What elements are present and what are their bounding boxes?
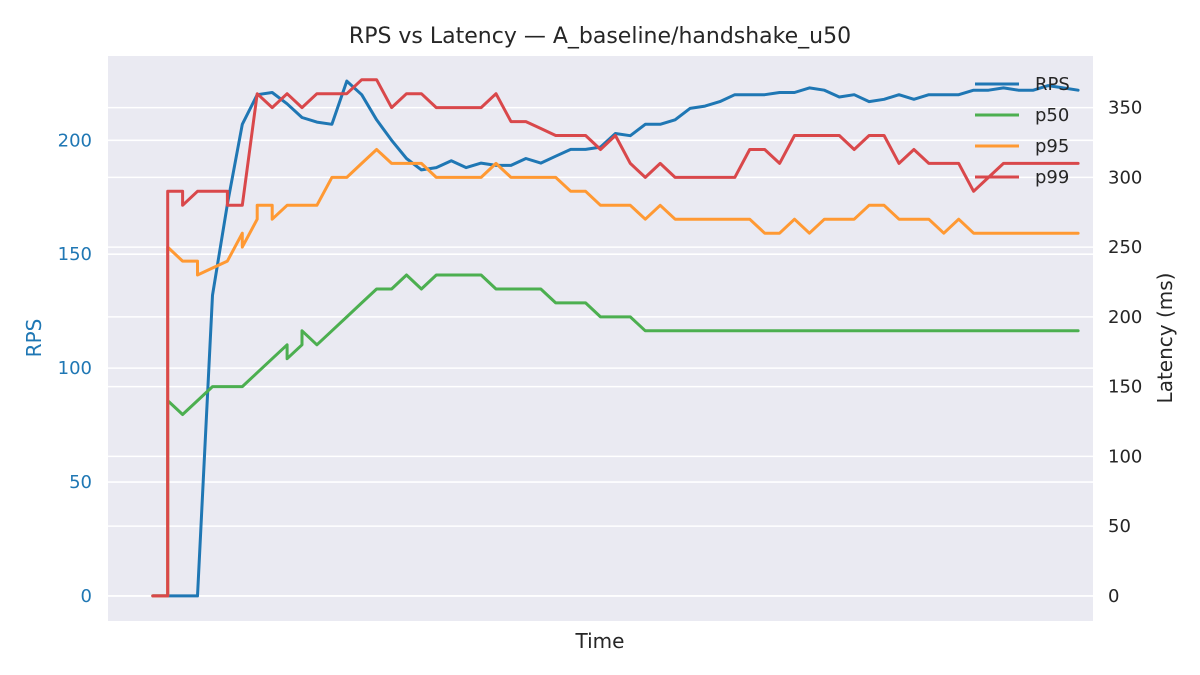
right-tick-label: 150 <box>1108 377 1142 398</box>
left-axis-ticks: 0 50 100 150 200 <box>58 130 92 607</box>
left-tick-label: 200 <box>58 130 92 151</box>
legend-label-p50: p50 <box>1035 105 1069 126</box>
left-tick-label: 0 <box>81 586 92 607</box>
right-axis-ticks: 0 50 100 150 200 250 300 350 <box>1108 98 1142 607</box>
legend: RPS p50 p95 p99 <box>975 74 1070 188</box>
right-tick-label: 300 <box>1108 167 1142 188</box>
right-tick-label: 50 <box>1108 516 1131 537</box>
chart-title: RPS vs Latency — A_baseline/handshake_u5… <box>349 24 851 49</box>
series-line-rps <box>151 79 1080 598</box>
series-line-p99 <box>151 78 1080 598</box>
right-axis-label: Latency (ms) <box>1153 273 1177 404</box>
left-tick-label: 50 <box>69 472 92 493</box>
series-line-p95 <box>151 148 1080 598</box>
legend-label-rps: RPS <box>1035 74 1070 95</box>
right-tick-label: 0 <box>1108 586 1119 607</box>
left-axis-label: RPS <box>22 319 46 358</box>
legend-label-p99: p99 <box>1035 167 1069 188</box>
x-axis-label: Time <box>575 629 625 653</box>
right-tick-label: 350 <box>1108 98 1142 119</box>
legend-label-p95: p95 <box>1035 136 1069 157</box>
series-line-p50 <box>151 273 1080 598</box>
left-tick-label: 150 <box>58 244 92 265</box>
series-lines <box>151 78 1080 598</box>
right-tick-label: 250 <box>1108 237 1142 258</box>
right-tick-label: 100 <box>1108 446 1142 467</box>
right-tick-label: 200 <box>1108 307 1142 328</box>
left-tick-label: 100 <box>58 358 92 379</box>
